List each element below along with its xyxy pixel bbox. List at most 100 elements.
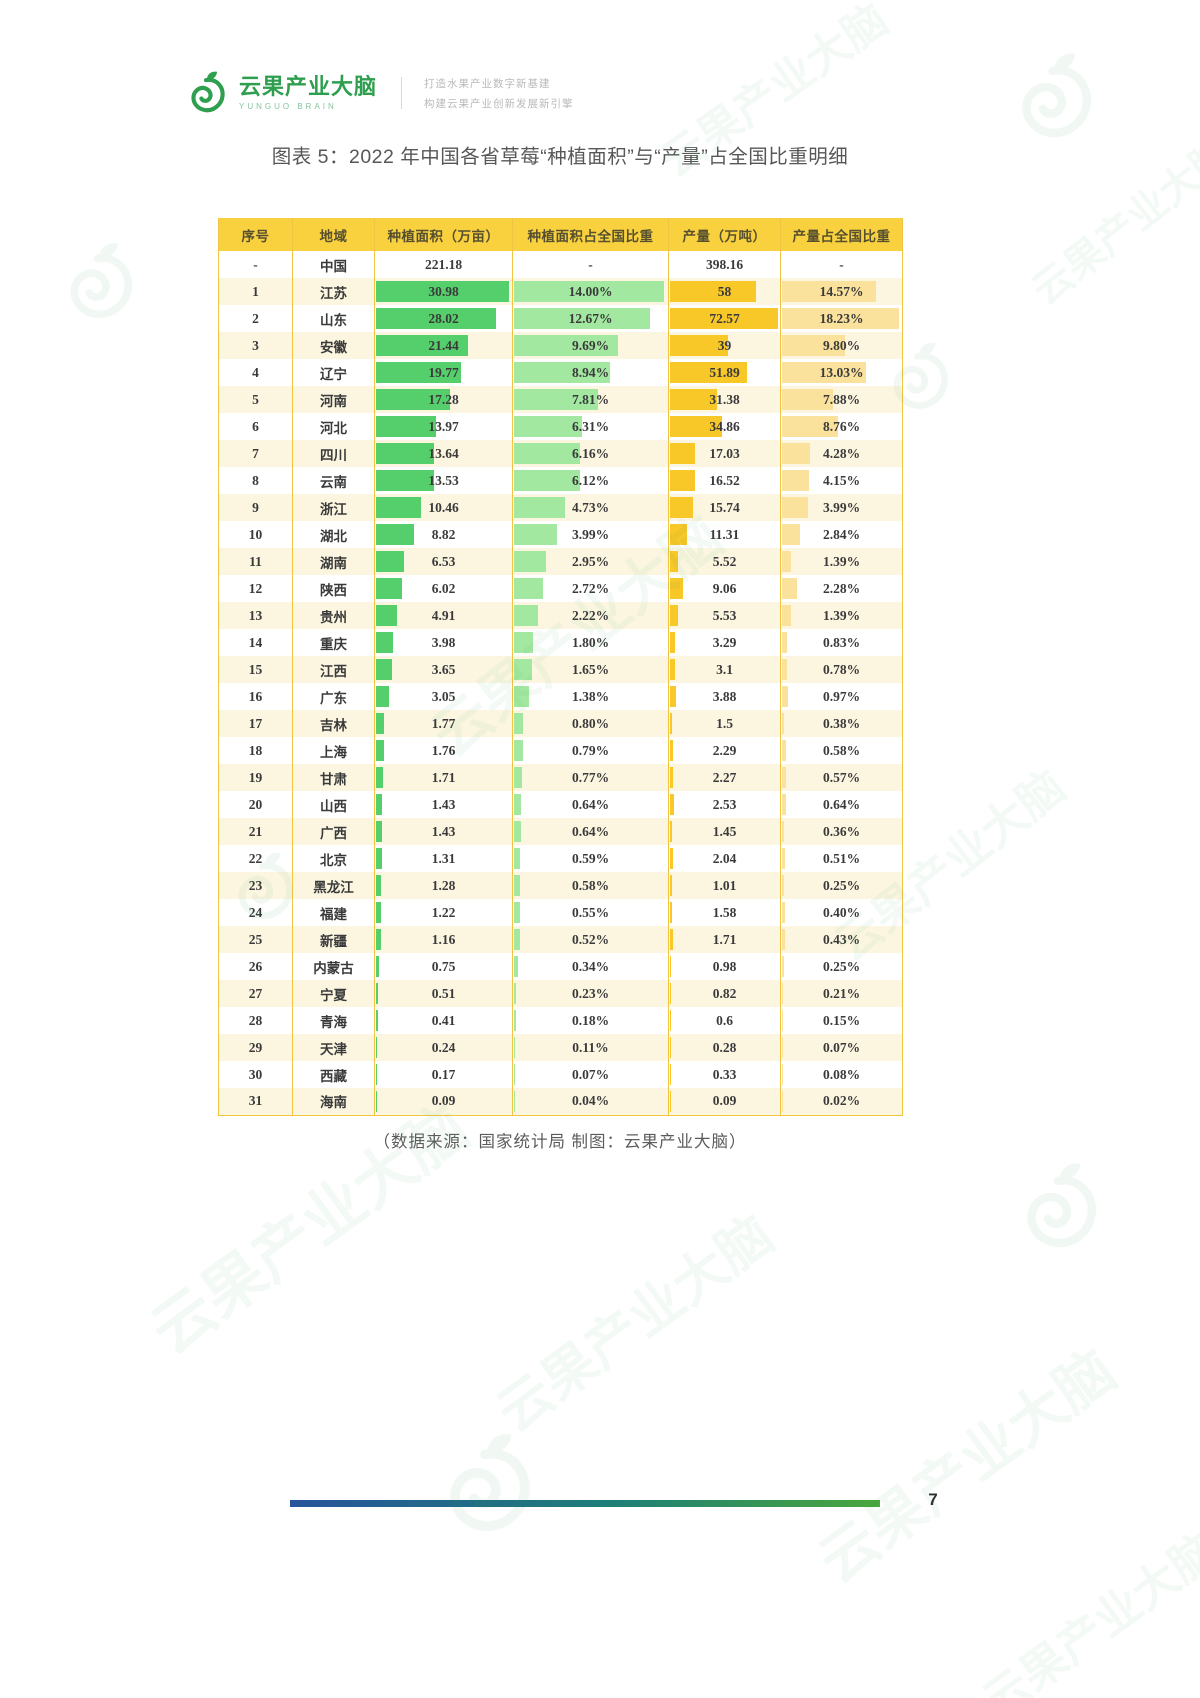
bar-production-share-bar — [782, 767, 786, 788]
production-share-cell-value: 0.64% — [822, 796, 861, 812]
production-cell-value: 1.01 — [712, 877, 737, 893]
table-row: 11 湖南 6.53 2.95% 5.52 1.39% — [218, 548, 903, 575]
area-share-cell-value: 7.81% — [571, 391, 610, 407]
area-share-cell-value: 2.22% — [571, 607, 610, 623]
bar-area-bar — [376, 524, 414, 545]
table-row: 8 云南 13.53 6.12% 16.52 4.15% — [218, 467, 903, 494]
region-cell: 青海 — [292, 1007, 375, 1034]
bar-area-share-bar — [514, 686, 529, 707]
row-index-cell-value: 6 — [252, 418, 259, 434]
bar-production-bar — [670, 767, 674, 788]
area-share-cell: 9.69% — [512, 332, 669, 359]
tagline-line1: 打造水果产业数字新基建 — [424, 77, 551, 90]
row-index-cell-value: 21 — [248, 823, 263, 839]
production-cell: 1.5 — [668, 710, 781, 737]
production-share-cell-value: 0.07% — [822, 1039, 861, 1055]
region-cell: 陕西 — [292, 575, 375, 602]
area-cell-value: 1.76 — [431, 742, 456, 758]
production-share-cell-value: 1.39% — [822, 553, 861, 569]
bar-production-bar — [670, 659, 675, 680]
region-cell: 新疆 — [292, 926, 375, 953]
production-cell: 0.6 — [668, 1007, 781, 1034]
production-cell: 0.09 — [668, 1088, 781, 1116]
region-cell: 广西 — [292, 818, 375, 845]
bar-production-share-bar — [782, 497, 808, 518]
area-share-cell: 6.16% — [512, 440, 669, 467]
bar-area-bar — [376, 362, 461, 383]
row-index-cell-value: 26 — [248, 958, 263, 974]
production-cell-value: 2.53 — [712, 796, 737, 812]
production-share-cell-value: 0.08% — [822, 1066, 861, 1082]
region-cell-value: 浙江 — [320, 501, 347, 517]
area-cell-value: 221.18 — [424, 256, 463, 272]
table-row: 1 江苏 30.98 14.00% 58 14.57% — [218, 278, 903, 305]
production-share-cell-value: 4.15% — [822, 472, 861, 488]
production-cell: 0.28 — [668, 1034, 781, 1061]
area-share-cell-value: 0.80% — [571, 715, 610, 731]
region-cell-value: 云南 — [320, 474, 347, 490]
area-share-cell-value: 0.18% — [571, 1012, 610, 1028]
bar-production-share-bar — [782, 740, 786, 761]
bar-area-bar — [376, 740, 384, 761]
production-share-cell-value: 2.84% — [822, 526, 861, 542]
col-header-region: 地域 — [292, 218, 375, 251]
bar-production-bar — [670, 956, 672, 977]
row-index-cell-value: 23 — [248, 877, 263, 893]
table-row: 7 四川 13.64 6.16% 17.03 4.28% — [218, 440, 903, 467]
bar-production-bar — [670, 470, 695, 491]
region-cell-value: 北京 — [320, 852, 347, 868]
area-share-cell-value: 6.12% — [571, 472, 610, 488]
row-index-cell-value: 22 — [248, 850, 263, 866]
table-row: 27 宁夏 0.51 0.23% 0.82 0.21% — [218, 980, 903, 1007]
table-row: 2 山东 28.02 12.67% 72.57 18.23% — [218, 305, 903, 332]
area-cell: 0.24 — [374, 1034, 513, 1061]
bar-area-share-bar — [514, 659, 532, 680]
area-share-cell-value: 0.64% — [571, 823, 610, 839]
region-cell-value: 山西 — [320, 798, 347, 814]
table-row: 19 甘肃 1.71 0.77% 2.27 0.57% — [218, 764, 903, 791]
row-index-cell-value: 18 — [248, 742, 263, 758]
area-cell-value: 1.43 — [431, 796, 456, 812]
area-share-cell-value: 0.04% — [571, 1093, 610, 1109]
table-row: 28 青海 0.41 0.18% 0.6 0.15% — [218, 1007, 903, 1034]
area-cell: 1.76 — [374, 737, 513, 764]
area-cell-value: 8.82 — [431, 526, 456, 542]
production-cell: 0.98 — [668, 953, 781, 980]
row-index-cell: 16 — [218, 683, 293, 710]
production-share-cell: 4.28% — [780, 440, 903, 467]
area-cell: 1.16 — [374, 926, 513, 953]
table-row: 6 河北 13.97 6.31% 34.86 8.76% — [218, 413, 903, 440]
area-cell-value: 10.46 — [428, 499, 459, 515]
production-cell: 39 — [668, 332, 781, 359]
row-index-cell: 17 — [218, 710, 293, 737]
table-row: 10 湖北 8.82 3.99% 11.31 2.84% — [218, 521, 903, 548]
production-cell: 0.82 — [668, 980, 781, 1007]
region-cell-value: 新疆 — [320, 933, 347, 949]
region-cell: 四川 — [292, 440, 375, 467]
area-cell-value: 1.22 — [431, 904, 456, 920]
area-cell-value: 0.75 — [431, 958, 456, 974]
region-cell-value: 湖南 — [320, 555, 347, 571]
area-share-cell: 0.55% — [512, 899, 669, 926]
production-share-cell: 0.21% — [780, 980, 903, 1007]
area-cell: 4.91 — [374, 602, 513, 629]
bar-area-share-bar — [514, 632, 534, 653]
bar-production-bar — [670, 605, 679, 626]
table-row: 17 吉林 1.77 0.80% 1.5 0.38% — [218, 710, 903, 737]
area-cell-value: 3.98 — [431, 634, 456, 650]
col-header-area: 种植面积（万亩） — [374, 218, 513, 251]
area-cell: 1.43 — [374, 791, 513, 818]
area-cell-value: 1.43 — [431, 823, 456, 839]
production-cell: 0.33 — [668, 1061, 781, 1088]
area-share-cell-value: 0.58% — [571, 877, 610, 893]
area-share-cell-value: 9.69% — [571, 337, 610, 353]
bar-area-share-bar — [514, 281, 665, 302]
bar-production-bar — [670, 875, 672, 896]
production-share-cell: 0.40% — [780, 899, 903, 926]
production-cell-value: 0.82 — [712, 985, 737, 1001]
area-share-cell: 1.38% — [512, 683, 669, 710]
area-cell: 0.17 — [374, 1061, 513, 1088]
production-cell: 1.58 — [668, 899, 781, 926]
table-row: 29 天津 0.24 0.11% 0.28 0.07% — [218, 1034, 903, 1061]
